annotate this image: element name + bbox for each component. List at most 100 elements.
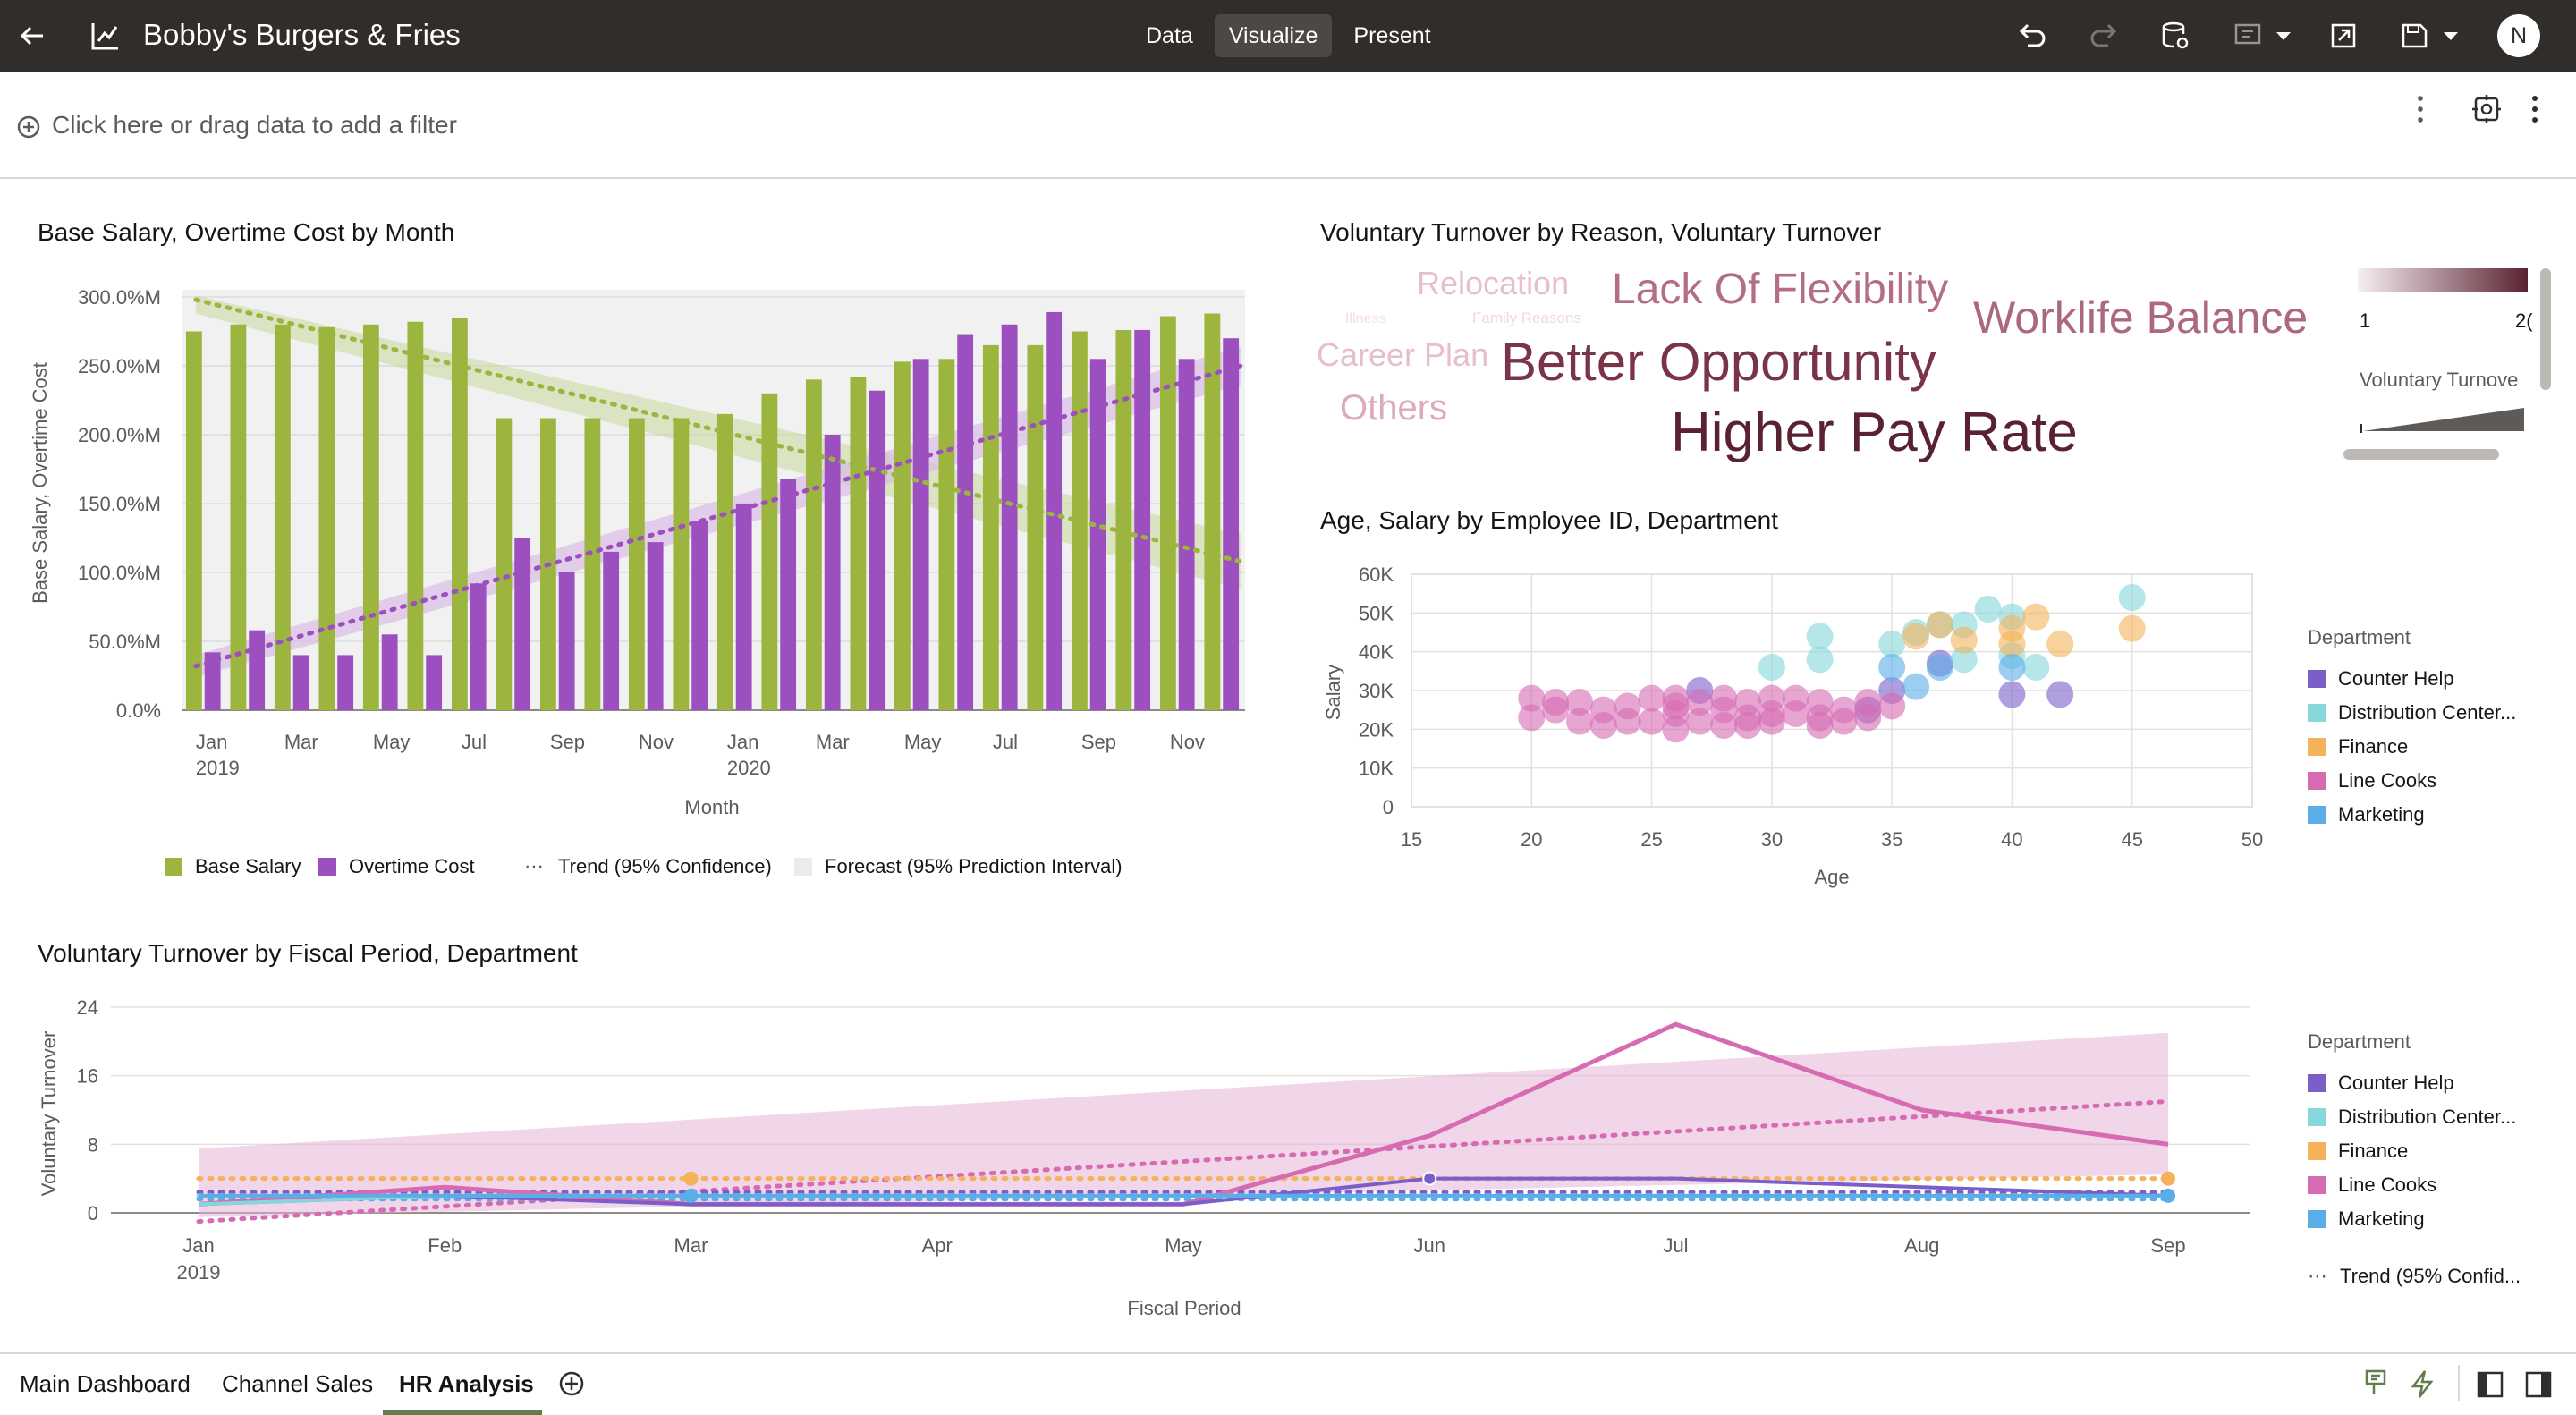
scatter-point[interactable] xyxy=(1878,692,1906,720)
base-salary-bar[interactable] xyxy=(451,318,468,710)
scatter-point[interactable] xyxy=(1998,681,2026,708)
base-salary-bar[interactable] xyxy=(982,344,999,710)
line-chart[interactable]: 24 16 8 0 Jan Feb Mar Apr May Jun Jul Aug Sep 2019 V… xyxy=(0,984,2290,1324)
refresh-data-button[interactable] xyxy=(2157,18,2193,54)
scatter-point[interactable] xyxy=(2022,603,2050,631)
scatter-point[interactable] xyxy=(1926,654,1953,681)
scatter-point[interactable] xyxy=(1806,646,1834,674)
legend-scrollbar-horizontal[interactable] xyxy=(2343,449,2499,460)
legend-trend[interactable]: ⋯ Trend (95% Confidence) xyxy=(524,855,772,878)
tab-main-dashboard[interactable]: Main Dashboard xyxy=(20,1370,191,1397)
scatter-legend-item[interactable]: Distribution Center... xyxy=(2308,701,2516,724)
overtime-bar[interactable] xyxy=(824,435,841,710)
overtime-bar[interactable] xyxy=(1134,329,1151,710)
scatter-point[interactable] xyxy=(1878,631,1906,657)
overtime-bar[interactable] xyxy=(1223,338,1240,710)
series-line[interactable] xyxy=(198,1176,2169,1207)
overtime-bar[interactable] xyxy=(1178,359,1195,710)
overtime-bar[interactable] xyxy=(780,479,797,710)
mode-visualize[interactable]: Visualize xyxy=(1214,14,1333,57)
base-salary-bar[interactable] xyxy=(716,413,733,710)
scatter-point[interactable] xyxy=(1614,708,1641,735)
scatter-point[interactable] xyxy=(1782,684,1809,712)
overtime-bar[interactable] xyxy=(869,390,886,710)
scatter-point[interactable] xyxy=(2022,654,2050,681)
base-salary-bar[interactable] xyxy=(496,418,513,710)
word-illness[interactable]: Illness xyxy=(1345,311,1386,326)
legend-overtime-cost[interactable]: Overtime Cost xyxy=(318,855,475,878)
legend-scrollbar-vertical[interactable] xyxy=(2540,268,2551,390)
scatter-point[interactable] xyxy=(1710,684,1738,712)
base-salary-bar[interactable] xyxy=(1159,316,1176,710)
scatter-chart[interactable]: 60K 50K 40K 30K 20K 10K 0 15 20 25 30 35 40 45 50 Sal… xyxy=(1306,555,2290,903)
base-salary-bar[interactable] xyxy=(628,418,645,710)
scatter-point[interactable] xyxy=(2118,584,2146,611)
overtime-bar[interactable] xyxy=(292,655,309,710)
scatter-point[interactable] xyxy=(1902,623,1929,650)
overtime-bar[interactable] xyxy=(647,542,664,710)
scatter-point[interactable] xyxy=(1950,646,1978,674)
scatter-point[interactable] xyxy=(1589,712,1617,739)
tab-hr-analysis[interactable]: HR Analysis xyxy=(399,1370,534,1397)
overtime-bar[interactable] xyxy=(558,572,575,710)
base-salary-bar[interactable] xyxy=(894,361,911,710)
overtime-bar[interactable] xyxy=(249,630,266,710)
scatter-point[interactable] xyxy=(1734,712,1761,739)
line-legend-item[interactable]: Line Cooks xyxy=(2308,1174,2436,1197)
redo-button[interactable] xyxy=(2086,18,2122,54)
scatter-point[interactable] xyxy=(1686,689,1714,716)
more-vertical-icon[interactable] xyxy=(2411,91,2429,127)
word-higher-pay-rate[interactable]: Higher Pay Rate xyxy=(1671,402,2078,463)
mode-present[interactable]: Present xyxy=(1353,23,1431,48)
scatter-point[interactable] xyxy=(1758,654,1785,681)
scatter-point[interactable] xyxy=(1854,704,1882,732)
auto-insights-icon[interactable] xyxy=(2470,93,2503,125)
base-salary-bar[interactable] xyxy=(584,418,601,710)
base-salary-bar[interactable] xyxy=(274,324,291,710)
scatter-point[interactable] xyxy=(1998,654,2026,681)
save-button[interactable] xyxy=(2395,18,2470,54)
scatter-point[interactable] xyxy=(1926,611,1953,639)
scatter-legend-item[interactable]: Finance xyxy=(2308,735,2408,758)
back-button[interactable] xyxy=(0,0,64,72)
legend-base-salary[interactable]: Base Salary xyxy=(165,855,301,878)
base-salary-bar[interactable] xyxy=(673,418,690,710)
canvas-menu-icon[interactable] xyxy=(2526,91,2544,127)
scatter-point[interactable] xyxy=(1806,704,1834,732)
counter-help-point[interactable] xyxy=(1422,1171,1437,1186)
line-legend-item[interactable]: Finance xyxy=(2308,1140,2408,1163)
overtime-bar[interactable] xyxy=(735,504,752,710)
user-avatar[interactable]: N xyxy=(2497,14,2540,57)
word-career-plan[interactable]: Career Plan xyxy=(1317,336,1489,373)
present-button[interactable] xyxy=(2326,18,2361,54)
scatter-point[interactable] xyxy=(1878,654,1906,681)
overtime-bar[interactable] xyxy=(691,521,708,710)
undo-button[interactable] xyxy=(2014,18,2050,54)
overtime-bar[interactable] xyxy=(1089,359,1106,710)
finance-point[interactable] xyxy=(683,1171,699,1186)
base-salary-bar[interactable] xyxy=(1204,313,1221,710)
scatter-point[interactable] xyxy=(1710,712,1738,739)
line-legend-item[interactable]: Marketing xyxy=(2308,1207,2425,1231)
overtime-bar[interactable] xyxy=(381,634,398,710)
overtime-bar[interactable] xyxy=(912,359,929,710)
word-worklife-balance[interactable]: Worklife Balance xyxy=(1973,292,2309,343)
base-salary-bar[interactable] xyxy=(362,324,379,710)
overtime-bar[interactable] xyxy=(1046,311,1063,710)
overtime-bar[interactable] xyxy=(603,551,620,710)
right-panel-icon[interactable] xyxy=(2524,1370,2553,1399)
word-lack-of-flexibility[interactable]: Lack Of Flexibility xyxy=(1612,266,1949,313)
base-salary-bar[interactable] xyxy=(1115,329,1132,710)
marketing-point[interactable] xyxy=(683,1188,699,1203)
mode-data[interactable]: Data xyxy=(1146,23,1193,48)
scatter-point[interactable] xyxy=(2046,681,2074,708)
base-salary-bar[interactable] xyxy=(761,393,778,710)
scatter-point[interactable] xyxy=(1518,684,1546,712)
narrate-button[interactable] xyxy=(2229,18,2301,54)
scatter-point[interactable] xyxy=(1542,696,1570,724)
base-salary-bar[interactable] xyxy=(805,379,822,710)
scatter-point[interactable] xyxy=(1518,704,1546,732)
base-salary-bar[interactable] xyxy=(1027,344,1044,710)
base-salary-bar[interactable] xyxy=(185,331,202,711)
scatter-point[interactable] xyxy=(1998,631,2026,657)
